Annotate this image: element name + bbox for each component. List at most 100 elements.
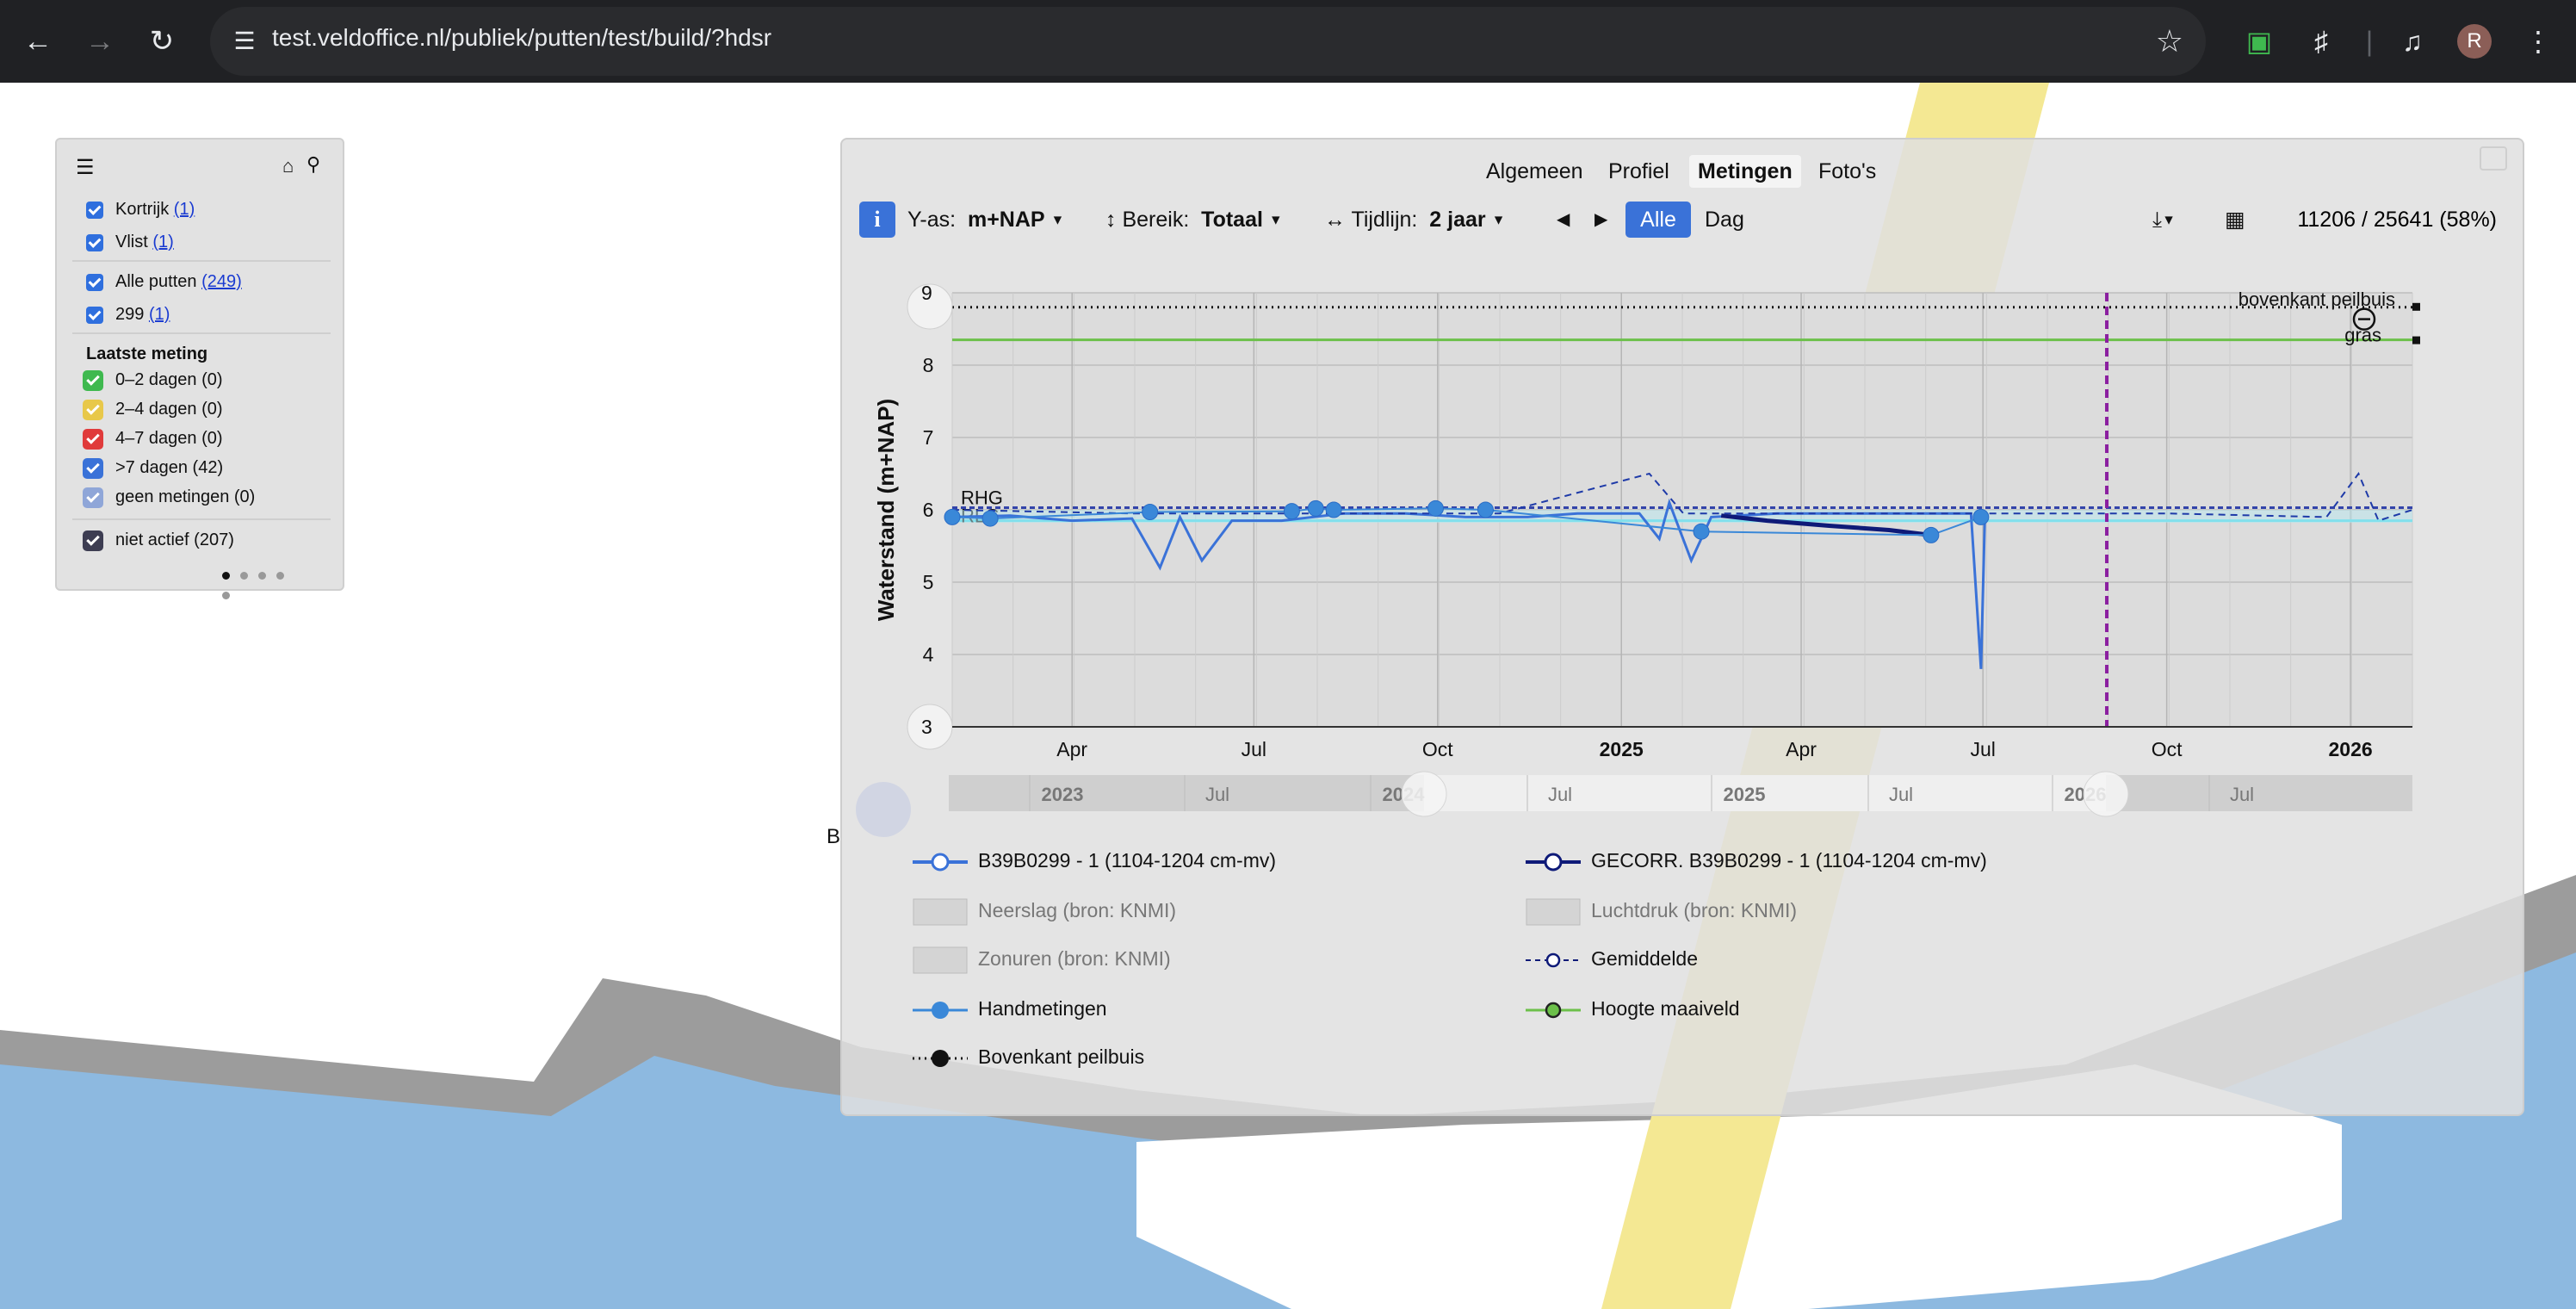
- star-icon[interactable]: ☆: [2155, 23, 2183, 59]
- legend-item-zonuren[interactable]: Zonuren (bron: KNMI): [913, 944, 1171, 974]
- pager-dots[interactable]: [222, 565, 308, 599]
- checkbox[interactable]: [86, 233, 103, 251]
- horizontal-arrows-icon: ↔: [1324, 208, 1346, 232]
- handmeting-point[interactable]: [1427, 499, 1444, 517]
- bucket-0-2[interactable]: 0–2 dagen (0): [83, 367, 223, 393]
- address-bar[interactable]: ☰ test.veldoffice.nl/publiek/putten/test…: [210, 7, 2206, 76]
- bucket-color[interactable]: [83, 399, 103, 420]
- handmeting-point[interactable]: [1307, 499, 1324, 517]
- handmeting-point[interactable]: [981, 510, 999, 527]
- layer-count-link[interactable]: (1): [152, 233, 174, 251]
- screen-capture-icon[interactable]: ▣: [2245, 26, 2273, 57]
- legend-item-neerslag[interactable]: Neerslag (bron: KNMI): [913, 896, 1176, 926]
- dag-button[interactable]: Dag: [1705, 208, 1744, 232]
- bucket-color[interactable]: [83, 369, 103, 391]
- menu-icon[interactable]: ☰: [76, 156, 95, 179]
- table-icon[interactable]: ▦: [2225, 208, 2245, 232]
- home-icon[interactable]: ⌂: [282, 155, 294, 177]
- checkbox[interactable]: [86, 306, 103, 324]
- tijdlijn-dropdown[interactable]: ↔ Tijdlijn: 2 jaar ▼: [1324, 202, 1505, 238]
- alle-button[interactable]: Alle: [1625, 202, 1691, 238]
- navigator-right-handle[interactable]: [2083, 771, 2129, 817]
- bucket-color[interactable]: [83, 457, 103, 479]
- info-button[interactable]: i: [859, 202, 895, 238]
- legend-item-bovenkant[interactable]: Bovenkant peilbuis: [913, 1042, 1144, 1071]
- tab-profiel[interactable]: Profiel: [1608, 159, 1669, 183]
- layer-count-link[interactable]: (1): [148, 305, 170, 324]
- legend-item-gecorr[interactable]: GECORR. B39B0299 - 1 (1104-1204 cm-mv): [1526, 846, 1987, 875]
- tab-fotos[interactable]: Foto's: [1818, 159, 1877, 183]
- layer-item-alle-putten[interactable]: Alle putten (249): [86, 269, 242, 295]
- bucket-color[interactable]: [83, 428, 103, 450]
- bucket-color[interactable]: [83, 487, 103, 508]
- bucket-2-4[interactable]: 2–4 dagen (0): [83, 396, 223, 422]
- pager-dot[interactable]: [258, 572, 266, 580]
- layer-count-link[interactable]: (249): [201, 272, 242, 291]
- bereik-dropdown[interactable]: ↕ Bereik: Totaal ▼: [1105, 202, 1283, 238]
- url-text[interactable]: test.veldoffice.nl/publiek/putten/test/b…: [272, 24, 772, 51]
- extensions-icon[interactable]: ♯: [2314, 26, 2328, 57]
- series-line-1[interactable]: [1720, 513, 1932, 537]
- bucket-niet-actief[interactable]: niet actief (207): [83, 527, 234, 553]
- handmeting-point[interactable]: [1325, 501, 1342, 518]
- pager-dot[interactable]: [222, 592, 230, 599]
- legend-label: Bovenkant peilbuis: [978, 1045, 1145, 1068]
- bucket-color[interactable]: [83, 530, 103, 551]
- bucket-label: geen metingen (0): [115, 487, 256, 506]
- legend-item-handmetingen[interactable]: Handmetingen: [913, 994, 1107, 1023]
- x-tick-label: Apr: [1786, 738, 1817, 760]
- tab-metingen[interactable]: Metingen: [1689, 155, 1801, 188]
- zoom-out-icon[interactable]: [2352, 307, 2376, 331]
- tab-algemeen[interactable]: Algemeen: [1486, 159, 1583, 183]
- x-tick-label: Jul: [1970, 738, 1995, 760]
- legend-item-hoogte[interactable]: Hoogte maaiveld: [1526, 994, 1740, 1023]
- bucket-geen[interactable]: geen metingen (0): [83, 484, 255, 510]
- layer-item-kortrijk[interactable]: Kortrijk (1): [86, 196, 195, 222]
- handmeting-point[interactable]: [1283, 503, 1300, 520]
- series-line-0[interactable]: [951, 498, 1986, 669]
- avatar[interactable]: R: [2457, 24, 2492, 59]
- pager-dot[interactable]: [240, 572, 248, 580]
- handmeting-point[interactable]: [1923, 526, 1940, 543]
- layer-item-vlist[interactable]: Vlist (1): [86, 229, 174, 255]
- back-icon[interactable]: ←: [23, 25, 53, 58]
- navigator-scroll-button[interactable]: [856, 782, 911, 837]
- yaxis-dropdown[interactable]: Y-as: m+NAP ▼: [907, 202, 1064, 238]
- layer-count-link[interactable]: (1): [173, 200, 195, 219]
- y-axis-top-handle[interactable]: [907, 283, 953, 330]
- handmeting-point[interactable]: [1693, 523, 1710, 540]
- checkbox[interactable]: [86, 201, 103, 219]
- handmeting-point[interactable]: [1972, 508, 1990, 525]
- ref-label-gras: gras: [2344, 325, 2381, 346]
- more-icon[interactable]: ⋮: [2524, 26, 2552, 57]
- section-title: Laatste meting: [86, 344, 208, 363]
- close-icon[interactable]: [2480, 146, 2507, 171]
- handmeting-point[interactable]: [944, 508, 961, 525]
- handmeting-point[interactable]: [1477, 501, 1494, 518]
- search-icon[interactable]: ⚲: [307, 153, 321, 175]
- pager-dot[interactable]: [222, 572, 230, 580]
- navigator-selection[interactable]: [1424, 775, 2106, 811]
- x-tick-label: 2025: [1600, 738, 1644, 760]
- legend-item-luchtdruk[interactable]: Luchtdruk (bron: KNMI): [1526, 896, 1797, 926]
- bucket-7-plus[interactable]: >7 dagen (42): [83, 455, 223, 481]
- reload-icon[interactable]: ↻: [149, 25, 175, 58]
- pager-dot[interactable]: [276, 572, 284, 580]
- legend-item-gemiddelde[interactable]: Gemiddelde: [1526, 944, 1698, 973]
- handmeting-point[interactable]: [1142, 504, 1159, 521]
- caret-down-icon: ▼: [1050, 213, 1065, 228]
- forward-icon[interactable]: →: [85, 25, 115, 58]
- download-icon[interactable]: ⤓▼: [2152, 208, 2176, 232]
- layer-item-299[interactable]: 299 (1): [86, 301, 170, 327]
- checkbox[interactable]: [86, 273, 103, 291]
- media-icon[interactable]: ♫: [2402, 26, 2423, 57]
- legend-item-b39b0299[interactable]: B39B0299 - 1 (1104-1204 cm-mv): [913, 846, 1276, 875]
- prev-icon[interactable]: ◀: [1557, 210, 1570, 229]
- bucket-4-7[interactable]: 4–7 dagen (0): [83, 425, 223, 451]
- next-icon[interactable]: ▶: [1595, 210, 1608, 229]
- measurement-panel: Algemeen Profiel Metingen Foto's i Y-as:…: [840, 138, 2524, 1116]
- site-info-icon[interactable]: ☰: [233, 28, 256, 54]
- layer-label: 299: [115, 305, 145, 324]
- waterstand-chart[interactable]: bovenkant peilbuisgrasRHGRLG 987654393Wa…: [842, 140, 2523, 1114]
- navigator-left-handle[interactable]: [1401, 771, 1447, 817]
